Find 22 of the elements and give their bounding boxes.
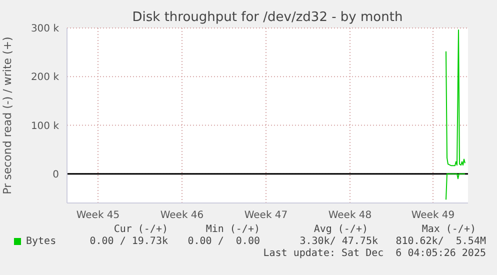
text: Last update: Sat Dec 6 04:05:26 2025 xyxy=(262,248,486,259)
y-tick-label: 200 k xyxy=(30,72,60,84)
text: 0.00 / 0.00 xyxy=(188,236,260,247)
x-tick-label: Week 45 xyxy=(76,210,120,222)
x-tick-label: Week 46 xyxy=(160,210,204,222)
text: Min (-/+) xyxy=(204,224,260,235)
chart-title: Disk throughput for /dev/zd32 - by month xyxy=(131,10,404,25)
legend-label: Bytes xyxy=(26,236,56,247)
text: Cur (-/+) xyxy=(112,224,168,235)
y-axis-title: Pr second read (-) / write (+) xyxy=(0,36,14,194)
line-series xyxy=(446,29,466,166)
y-tick-label: 100 k xyxy=(30,120,60,132)
y-tick-label: 0 xyxy=(52,169,59,180)
y-tick-label: 300 k xyxy=(30,24,60,35)
text: Max (-/+) xyxy=(420,224,476,235)
text: 810.62k/ 5.54M xyxy=(396,236,486,247)
x-tick-label: Week 47 xyxy=(244,210,288,222)
x-tick-label: Week 48 xyxy=(328,210,372,222)
text: 3.30k/ 47.75k xyxy=(298,236,378,247)
text: 0.00 / 19.73k xyxy=(88,236,168,247)
text: Avg (-/+) xyxy=(312,224,368,235)
x-tick-label: Week 49 xyxy=(411,210,455,222)
